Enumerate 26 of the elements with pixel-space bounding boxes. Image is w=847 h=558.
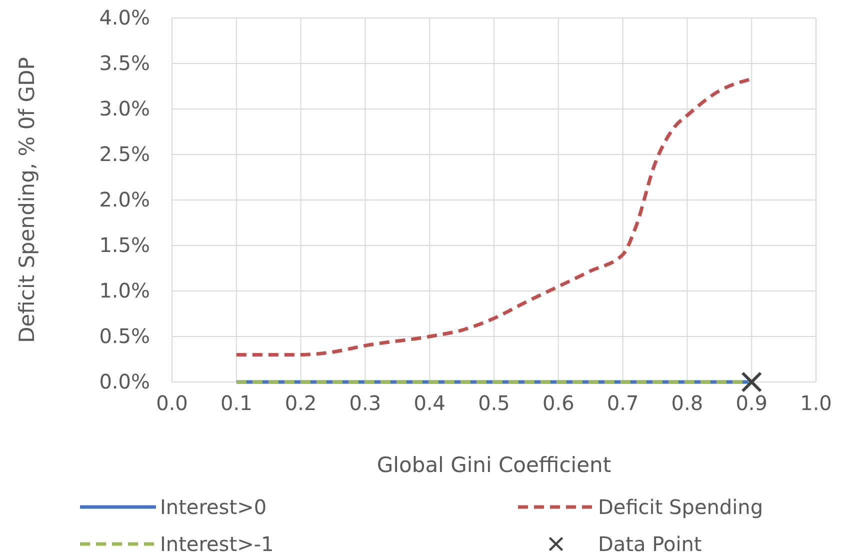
- y-tick-label: 0.5%: [99, 324, 150, 348]
- y-tick-label: 3.5%: [99, 50, 150, 75]
- y-tick-label: 2.5%: [99, 142, 150, 166]
- x-tick-label: 1.0: [800, 391, 832, 416]
- x-tick-label: 0.2: [284, 391, 317, 416]
- x-tick-label: 0.6: [542, 391, 574, 416]
- x-tick-label: 0.8: [671, 391, 704, 416]
- legend-label: Interest>0: [160, 495, 267, 519]
- x-tick-label: 0.4: [414, 391, 446, 416]
- x-axis-title: Global Gini Coefficient: [376, 453, 612, 477]
- x-tick-label: 0.3: [349, 391, 382, 416]
- x-tick-label: 0.7: [606, 391, 639, 416]
- legend-label: Interest>-1: [160, 532, 274, 556]
- y-tick-label: 0.0%: [99, 369, 150, 394]
- x-tick-label: 0.9: [736, 391, 768, 416]
- y-tick-label: 1.0%: [99, 278, 150, 302]
- y-tick-label: 2.0%: [99, 187, 150, 212]
- legend-label: Data Point: [598, 532, 702, 556]
- y-tick-label: 4.0%: [99, 5, 150, 30]
- y-tick-label: 3.0%: [99, 96, 150, 120]
- x-tick-label: 0.1: [220, 391, 252, 416]
- x-tick-label: 0.0: [156, 391, 188, 416]
- x-tick-label: 0.5: [478, 391, 510, 416]
- legend-label: Deficit Spending: [598, 495, 764, 519]
- y-axis-title: Deficit Spending, % 0f GDP: [15, 57, 39, 343]
- y-tick-label: 1.5%: [99, 232, 150, 257]
